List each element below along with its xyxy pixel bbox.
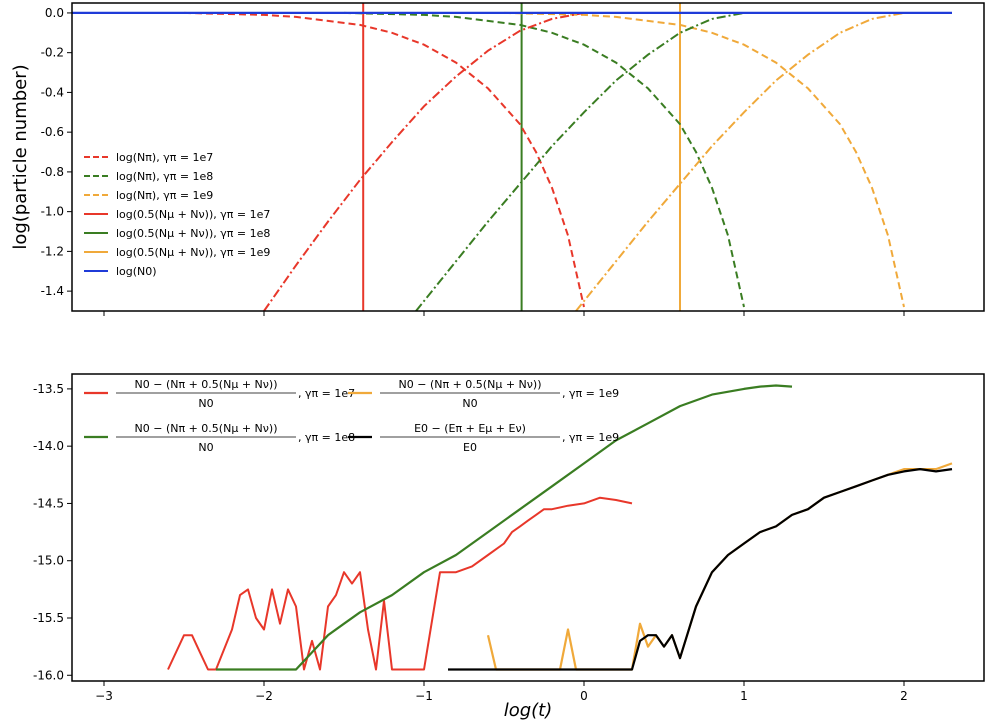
top-series-line-5 bbox=[415, 11, 745, 311]
top-legend-label: log(Nπ), γπ = 1e7 bbox=[116, 151, 213, 164]
bottom-plot-area bbox=[167, 384, 953, 671]
bottom-legend: N0 − (Nπ + 0.5(Nμ + Nν)) N0 , γπ = 1e7 N0 −… bbox=[84, 378, 619, 454]
top-plot-area bbox=[72, 3, 952, 311]
top-y-tick-label: -0.8 bbox=[41, 165, 64, 179]
top-legend: log(Nπ), γπ = 1e7 log(Nπ), γπ = 1e8 log(Nπ… bbox=[84, 151, 270, 278]
bottom-x-tick-label: 1 bbox=[740, 689, 748, 703]
top-series-line-3 bbox=[503, 11, 905, 308]
bottom-series-line-1 bbox=[167, 496, 633, 671]
top-y-tick-label: -0.2 bbox=[41, 46, 64, 60]
top-series-line-2 bbox=[343, 11, 745, 308]
bottom-series-line-3 bbox=[486, 462, 953, 671]
bottom-legend-suffix: , γπ = 1e8 bbox=[298, 431, 355, 444]
bottom-y-tick-label: -15.5 bbox=[33, 611, 64, 625]
top-y-tick-label: -1.4 bbox=[41, 284, 64, 298]
bottom-y-tick-label: -16.0 bbox=[33, 668, 64, 682]
top-y-tick-label: -1.0 bbox=[41, 205, 64, 219]
bottom-legend-denominator: N0 bbox=[198, 441, 213, 454]
top-series-line-1 bbox=[183, 11, 585, 308]
bottom-legend-denominator: N0 bbox=[198, 397, 213, 410]
top-y-tick-label: -0.4 bbox=[41, 85, 64, 99]
top-panel: 0.0 -0.2 -0.4 -0.6 -0.8 -1.0 -1.2 -1.4 log(part… bbox=[10, 2, 985, 316]
bottom-x-tick-label: 2 bbox=[900, 689, 908, 703]
bottom-x-axis-label: log(t) bbox=[504, 700, 553, 721]
top-series-line-4 bbox=[263, 11, 585, 311]
bottom-series-line-2 bbox=[216, 384, 793, 671]
top-legend-label: log(0.5(Nμ + Nν)), γπ = 1e8 bbox=[116, 227, 270, 240]
top-legend-label: log(Nπ), γπ = 1e8 bbox=[116, 170, 213, 183]
bottom-legend-numerator: N0 − (Nπ + 0.5(Nμ + Nν)) bbox=[399, 378, 542, 391]
bottom-x-tick-label: −1 bbox=[415, 689, 433, 703]
bottom-x-tick-label: −2 bbox=[255, 689, 273, 703]
top-legend-label: log(Nπ), γπ = 1e9 bbox=[116, 189, 213, 202]
top-y-tick-label: -0.6 bbox=[41, 125, 64, 139]
bottom-panel: -13.5 -14.0 -14.5 -15.0 -15.5 -16.0 −3 −2 −1 0 1 2… bbox=[33, 373, 985, 721]
bottom-y-tick-label: -15.0 bbox=[33, 554, 64, 568]
bottom-legend-denominator: N0 bbox=[462, 397, 477, 410]
top-series-line-6 bbox=[575, 11, 905, 311]
bottom-x-ticks: −3 −2 −1 0 1 2 bbox=[95, 681, 908, 703]
bottom-legend-suffix: , γπ = 1e7 bbox=[298, 387, 355, 400]
top-y-tick-label: 0.0 bbox=[45, 6, 64, 20]
bottom-y-tick-label: -14.5 bbox=[33, 496, 64, 510]
bottom-axes-frame bbox=[71, 373, 985, 682]
bottom-y-tick-label: -14.0 bbox=[33, 439, 64, 453]
bottom-legend-numerator: E0 − (Eπ + Eμ + Eν) bbox=[414, 422, 526, 435]
top-legend-label: log(0.5(Nμ + Nν)), γπ = 1e7 bbox=[116, 208, 270, 221]
top-legend-label: log(0.5(Nμ + Nν)), γπ = 1e9 bbox=[116, 246, 270, 259]
bottom-legend-suffix: , γπ = 1e9 bbox=[562, 431, 619, 444]
bottom-legend-numerator: N0 − (Nπ + 0.5(Nμ + Nν)) bbox=[135, 422, 278, 435]
bottom-x-tick-label: −3 bbox=[95, 689, 113, 703]
top-y-axis-label: log(particle number) bbox=[10, 64, 31, 249]
bottom-y-tick-label: -13.5 bbox=[33, 382, 64, 396]
bottom-legend-denominator: E0 bbox=[463, 441, 477, 454]
top-axes-frame bbox=[71, 2, 985, 312]
bottom-x-tick-label: 0 bbox=[580, 689, 588, 703]
top-y-tick-label: -1.2 bbox=[41, 244, 64, 258]
bottom-series-line-4 bbox=[448, 468, 953, 671]
top-legend-label: log(N0) bbox=[116, 265, 157, 278]
bottom-legend-numerator: N0 − (Nπ + 0.5(Nμ + Nν)) bbox=[135, 378, 278, 391]
top-y-ticks: 0.0 -0.2 -0.4 -0.6 -0.8 -1.0 -1.2 -1.4 bbox=[41, 6, 905, 316]
bottom-y-ticks: -13.5 -14.0 -14.5 -15.0 -15.5 -16.0 bbox=[33, 382, 72, 682]
bottom-legend-suffix: , γπ = 1e9 bbox=[562, 387, 619, 400]
